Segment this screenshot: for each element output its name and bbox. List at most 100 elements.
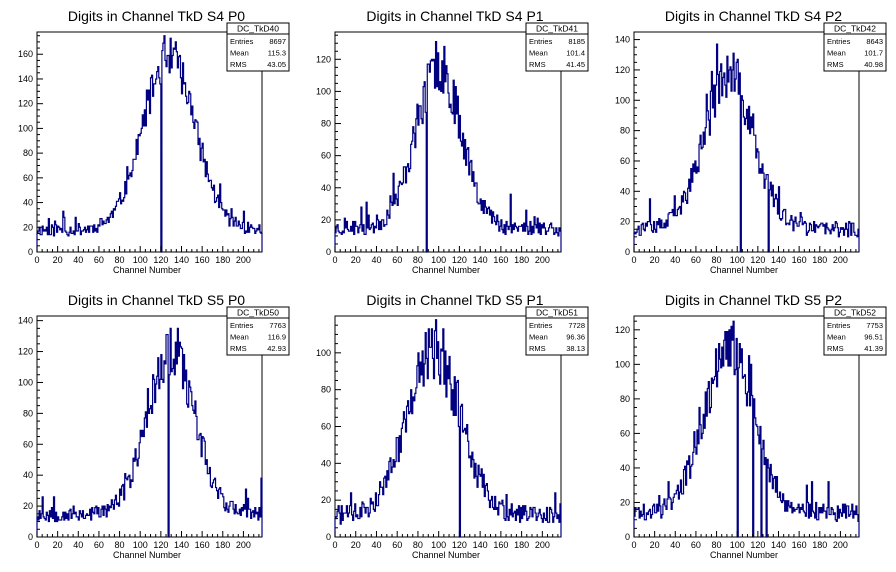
y-tick-label: 40 <box>321 183 331 193</box>
x-tick-label: 0 <box>332 540 337 550</box>
y-tick-label: 0 <box>326 247 331 257</box>
x-tick-label: 180 <box>514 255 529 265</box>
stats-label: Mean <box>529 333 548 342</box>
y-tick-label: 0 <box>326 532 331 542</box>
stats-label: RMS <box>827 344 844 353</box>
y-tick-label: 140 <box>18 74 33 84</box>
stats-value: 7728 <box>568 321 585 330</box>
x-tick-label: 200 <box>833 255 848 265</box>
y-tick-label: 60 <box>23 439 33 449</box>
stats-value: 41.45 <box>566 60 585 69</box>
y-tick-label: 20 <box>321 495 331 505</box>
x-tick-label: 0 <box>332 255 337 265</box>
stats-label: Mean <box>230 49 249 58</box>
y-tick-label: 100 <box>18 377 33 387</box>
stats-value: 43.05 <box>267 60 286 69</box>
x-axis-label: Channel Number <box>710 550 778 560</box>
plot-frame <box>633 31 860 253</box>
x-tick-label: 200 <box>236 540 251 550</box>
stats-name: DC_TkD41 <box>536 24 578 34</box>
y-tick-label: 60 <box>620 428 630 438</box>
stats-value: 8643 <box>866 37 883 46</box>
x-tick-label: 40 <box>670 255 680 265</box>
chart-title: Digits in Channel TkD S4 P0 <box>68 8 245 24</box>
histogram-panel-5: 0 20 40 60 80 100 120 140 160 180 200 0 20 40 60 80 100 1… <box>615 292 887 560</box>
stats-label: Entries <box>827 321 851 330</box>
x-tick-label: 40 <box>73 540 83 550</box>
histogram-panel-1: 0 20 40 60 80 100 120 140 160 180 200 0 20 40 60 80 100 1… <box>316 8 589 275</box>
stats-label: RMS <box>230 344 247 353</box>
y-tick-label: 0 <box>625 532 630 542</box>
stats-value: 41.39 <box>864 344 883 353</box>
x-tick-label: 40 <box>371 540 381 550</box>
y-tick-label: 40 <box>620 463 630 473</box>
x-tick-label: 20 <box>650 255 660 265</box>
histogram-panel-4: 0 20 40 60 80 100 120 140 160 180 200020406080100C… <box>316 292 589 560</box>
stats-label: Mean <box>230 333 249 342</box>
y-tick-label: 20 <box>23 222 33 232</box>
x-tick-label: 160 <box>493 540 508 550</box>
x-tick-label: 20 <box>351 255 361 265</box>
y-tick-label: 120 <box>18 347 33 357</box>
y-tick-label: 40 <box>620 186 630 196</box>
stats-value: 7753 <box>866 321 883 330</box>
x-tick-label: 80 <box>712 540 722 550</box>
y-tick-label: 120 <box>18 99 33 109</box>
stats-label: Mean <box>529 49 548 58</box>
stats-name: DC_TkD50 <box>237 308 279 318</box>
histogram-series <box>334 319 562 538</box>
stats-label: Mean <box>827 333 846 342</box>
stats-label: RMS <box>529 60 546 69</box>
y-tick-label: 0 <box>625 247 630 257</box>
y-tick-label: 80 <box>321 119 331 129</box>
y-tick-label: 40 <box>23 470 33 480</box>
stats-label: Entries <box>230 321 254 330</box>
y-tick-label: 0 <box>28 532 33 542</box>
x-tick-label: 60 <box>691 540 701 550</box>
x-tick-label: 80 <box>712 255 722 265</box>
stats-value: 38.13 <box>566 344 585 353</box>
y-tick-label: 60 <box>321 151 331 161</box>
x-tick-label: 140 <box>771 540 786 550</box>
y-tick-label: 80 <box>321 385 331 395</box>
y-tick-label: 60 <box>620 156 630 166</box>
x-tick-label: 80 <box>413 540 423 550</box>
stats-value: 116.9 <box>268 333 286 342</box>
histogram-series <box>633 43 860 253</box>
plot-frame <box>633 315 860 538</box>
y-tick-label: 20 <box>23 501 33 511</box>
x-tick-label: 60 <box>94 540 104 550</box>
x-tick-label: 60 <box>691 255 701 265</box>
y-tick-label: 40 <box>23 198 33 208</box>
x-axis-label: Channel Number <box>710 265 778 275</box>
y-tick-label: 120 <box>615 65 630 75</box>
chart-title: Digits in Channel TkD S4 P1 <box>366 8 543 24</box>
histogram-panel-3: 0 20 40 60 80 100 120 140 160 180 200 0 20 40 60 80 100 1… <box>18 292 290 560</box>
x-tick-label: 160 <box>195 255 210 265</box>
stats-value: 40.98 <box>864 60 883 69</box>
y-tick-label: 20 <box>620 497 630 507</box>
x-tick-label: 100 <box>133 540 148 550</box>
stats-value: 7763 <box>269 321 286 330</box>
x-tick-label: 180 <box>812 255 827 265</box>
y-tick-label: 80 <box>23 408 33 418</box>
stats-label: RMS <box>827 60 844 69</box>
stats-label: Mean <box>827 49 846 58</box>
x-tick-label: 160 <box>493 255 508 265</box>
plot-frame <box>36 31 263 253</box>
x-tick-label: 200 <box>833 540 848 550</box>
stats-box <box>226 22 290 72</box>
x-tick-label: 80 <box>115 255 125 265</box>
stats-name: DC_TkD40 <box>237 24 279 34</box>
x-tick-label: 20 <box>53 255 63 265</box>
stats-name: DC_TkD42 <box>834 24 876 34</box>
y-tick-label: 100 <box>615 95 630 105</box>
y-tick-label: 60 <box>321 422 331 432</box>
x-tick-label: 100 <box>730 255 745 265</box>
x-tick-label: 80 <box>413 255 423 265</box>
x-tick-label: 200 <box>236 255 251 265</box>
y-tick-label: 140 <box>18 316 33 326</box>
x-tick-label: 0 <box>34 540 39 550</box>
x-tick-label: 40 <box>670 540 680 550</box>
